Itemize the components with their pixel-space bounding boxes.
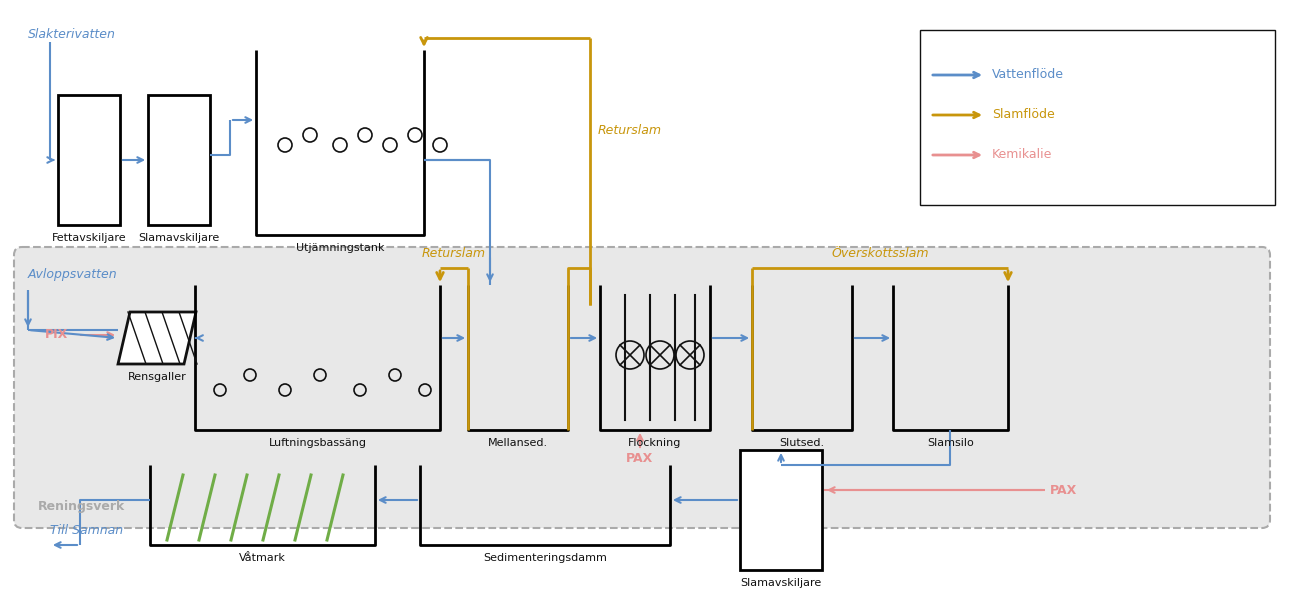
Text: Luftningsbassäng: Luftningsbassäng <box>269 438 366 448</box>
Text: Överskottsslam: Överskottsslam <box>831 247 929 260</box>
Text: Flockning: Flockning <box>629 438 682 448</box>
Text: Sedimenteringsdamm: Sedimenteringsdamm <box>483 553 607 563</box>
Text: Rensgaller: Rensgaller <box>127 372 186 382</box>
Text: Fettavskiljare: Fettavskiljare <box>52 233 126 243</box>
Text: Slamavskiljare: Slamavskiljare <box>139 233 220 243</box>
Text: Våtmark: Våtmark <box>239 553 286 563</box>
Text: Slamavskiljare: Slamavskiljare <box>740 578 822 588</box>
Text: Till Samnan: Till Samnan <box>49 524 123 537</box>
Text: Vattenflöde: Vattenflöde <box>992 69 1064 82</box>
Text: Slamflöde: Slamflöde <box>992 109 1055 122</box>
Text: Mellansed.: Mellansed. <box>488 438 548 448</box>
Text: PAX: PAX <box>1050 483 1077 496</box>
Bar <box>148 95 210 225</box>
Text: Slamsilo: Slamsilo <box>927 438 974 448</box>
Text: Avloppsvatten: Avloppsvatten <box>29 268 118 281</box>
Text: PIX: PIX <box>45 329 69 342</box>
Text: Utjämningstank: Utjämningstank <box>296 243 385 253</box>
FancyBboxPatch shape <box>14 247 1270 528</box>
Text: Slakterivatten: Slakterivatten <box>29 28 116 41</box>
Text: PAX: PAX <box>626 452 653 465</box>
Text: Kemikalie: Kemikalie <box>992 148 1052 161</box>
Bar <box>58 95 120 225</box>
Text: Returslam: Returslam <box>598 124 662 137</box>
Polygon shape <box>118 312 196 364</box>
Text: Slutsed.: Slutsed. <box>779 438 825 448</box>
Bar <box>740 450 822 570</box>
Bar <box>920 30 1276 205</box>
Text: Returslam: Returslam <box>422 247 486 260</box>
Text: Reningsverk: Reningsverk <box>38 500 125 513</box>
